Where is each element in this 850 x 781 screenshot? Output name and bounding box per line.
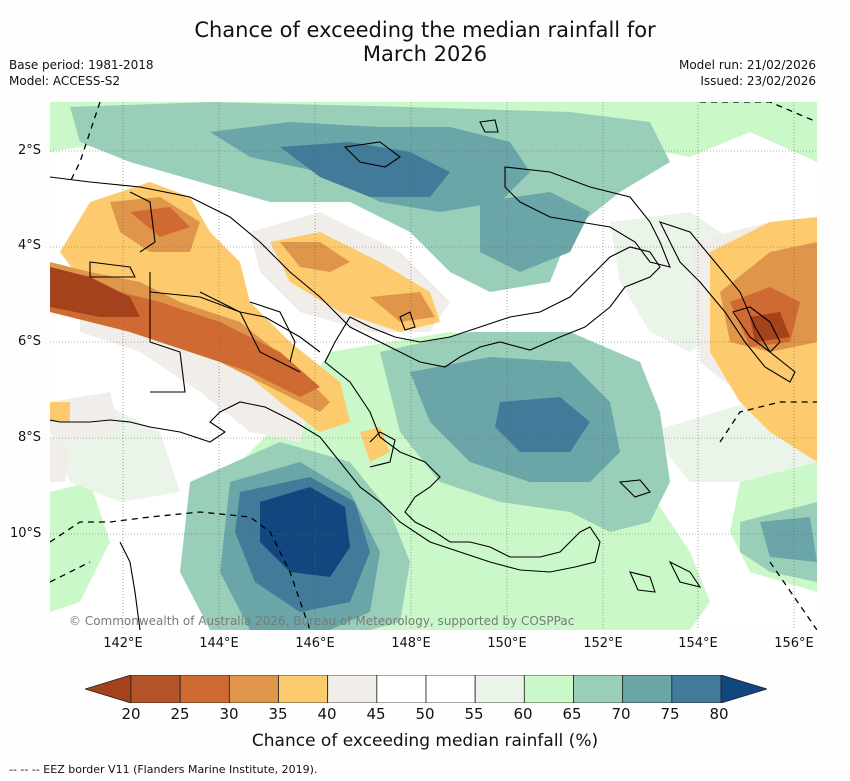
lon-label-154e: 154°E — [678, 636, 718, 651]
cb-tick-45: 45 — [366, 705, 386, 723]
cb-tick-35: 35 — [268, 705, 288, 723]
colorbar-cell — [474, 675, 525, 703]
eez-footnote: -- -- -- EEZ border V11 (Flanders Marine… — [9, 763, 318, 776]
map-title-line2: March 2026 — [362, 42, 488, 66]
colorbar-cell — [179, 675, 230, 703]
rainfall-map — [50, 102, 817, 630]
colorbar-cell — [425, 675, 476, 703]
lat-label-10s: 10°S — [10, 526, 42, 541]
meta-right: Model run: 21/02/2026 Issued: 23/02/2026 — [679, 57, 816, 89]
map-title: Chance of exceeding the median rainfall … — [0, 18, 850, 66]
colorbar-cell — [573, 675, 624, 703]
cb-tick-30: 30 — [219, 705, 239, 723]
colorbar-cell — [523, 675, 574, 703]
colorbar-cell — [622, 675, 673, 703]
zone-80-plus — [260, 487, 350, 577]
colorbar-cell — [671, 675, 722, 703]
cb-tick-55: 55 — [464, 705, 484, 723]
colorbar-cells — [85, 675, 767, 703]
base-period-text: Base period: 1981-2018 — [9, 58, 154, 72]
coastlines — [50, 119, 796, 630]
lat-label-8s: 8°S — [18, 430, 42, 445]
lon-label-152e: 152°E — [583, 636, 623, 651]
colorbar-extend-low — [85, 675, 132, 703]
cb-tick-20: 20 — [121, 705, 141, 723]
lat-label-2s: 2°S — [18, 143, 42, 158]
lon-label-142e: 142°E — [103, 636, 143, 651]
lat-label-4s: 4°S — [18, 238, 42, 253]
lon-label-156e: 156°E — [774, 636, 814, 651]
colorbar-label: Chance of exceeding median rainfall (%) — [251, 731, 599, 751]
cb-tick-25: 25 — [170, 705, 190, 723]
colorbar-extend-high — [720, 675, 767, 703]
copyright-text: © Commonwealth of Australia 2026, Bureau… — [69, 614, 575, 628]
colorbar-cell — [278, 675, 329, 703]
model-run-text: Model run: 21/02/2026 — [678, 58, 816, 72]
cb-tick-40: 40 — [317, 705, 337, 723]
meta-left: Base period: 1981-2018 Model: ACCESS-S2 — [9, 57, 154, 89]
cb-tick-75: 75 — [660, 705, 680, 723]
cb-tick-80: 80 — [709, 705, 729, 723]
map-title-line1: Chance of exceeding the median rainfall … — [194, 18, 656, 42]
eez-borders — [50, 102, 817, 630]
colorbar-cell — [327, 675, 378, 703]
cb-tick-65: 65 — [562, 705, 582, 723]
colorbar-cell — [228, 675, 279, 703]
model-text: Model: ACCESS-S2 — [9, 74, 121, 88]
lon-label-146e: 146°E — [295, 636, 335, 651]
issued-text: Issued: 23/02/2026 — [700, 74, 816, 88]
lon-label-144e: 144°E — [199, 636, 239, 651]
colorbar-cell — [130, 675, 181, 703]
cb-tick-60: 60 — [513, 705, 533, 723]
colorbar — [85, 675, 767, 703]
cb-tick-70: 70 — [611, 705, 631, 723]
colorbar-cell — [376, 675, 427, 703]
lon-label-150e: 150°E — [487, 636, 527, 651]
lon-label-148e: 148°E — [391, 636, 431, 651]
cb-tick-50: 50 — [415, 705, 435, 723]
lat-label-6s: 6°S — [18, 334, 42, 349]
